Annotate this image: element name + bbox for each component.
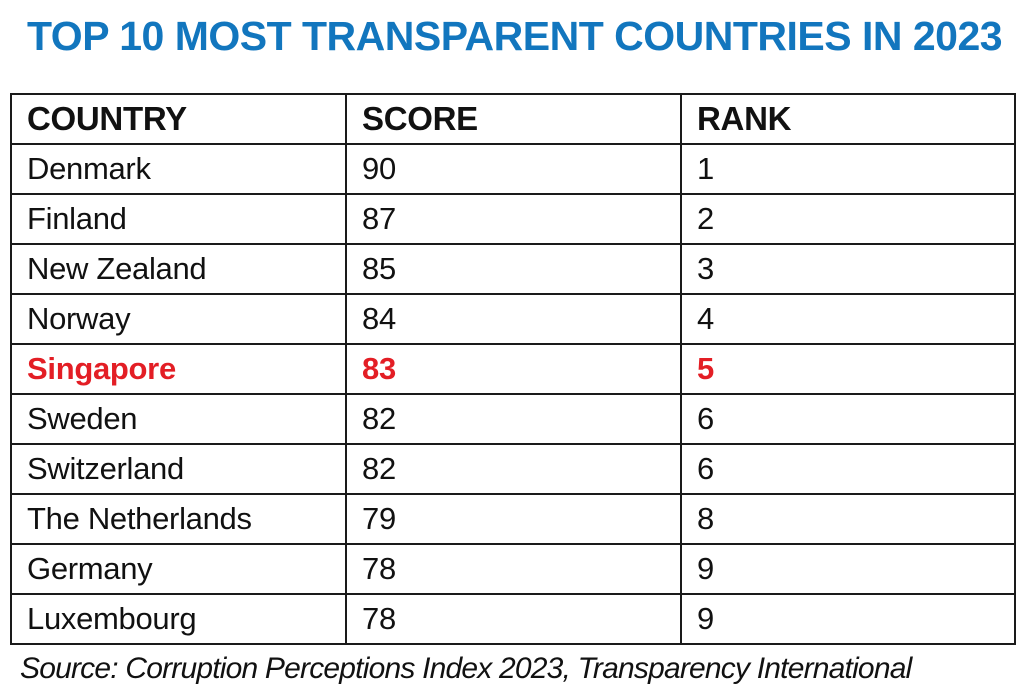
table-body: Denmark 90 1 Finland 87 2 New Zealand 85 3 Norway… <box>10 143 1016 645</box>
column-header-rank: RANK <box>680 93 1016 145</box>
cell-score: 83 <box>345 343 682 395</box>
page-title: TOP 10 MOST TRANSPARENT COUNTRIES IN 202… <box>27 13 1003 59</box>
cell-score: 84 <box>345 293 682 345</box>
cell-rank: 2 <box>680 193 1016 245</box>
cell-rank: 1 <box>680 143 1016 195</box>
table-row: Norway 84 4 <box>10 293 1016 345</box>
cell-score: 78 <box>345 543 682 595</box>
cell-rank: 5 <box>680 343 1016 395</box>
table-row: New Zealand 85 3 <box>10 243 1016 295</box>
cell-rank: 4 <box>680 293 1016 345</box>
cell-rank: 6 <box>680 393 1016 445</box>
cell-country: Singapore <box>10 343 347 395</box>
cell-score: 78 <box>345 593 682 645</box>
cell-score: 85 <box>345 243 682 295</box>
cell-country: Sweden <box>10 393 347 445</box>
table-row: Sweden 82 6 <box>10 393 1016 445</box>
cell-country: Germany <box>10 543 347 595</box>
table-header: COUNTRY SCORE RANK <box>10 93 1016 145</box>
table-row: Finland 87 2 <box>10 193 1016 245</box>
cell-score: 87 <box>345 193 682 245</box>
cell-country: Norway <box>10 293 347 345</box>
transparency-rank-table: COUNTRY SCORE RANK Denmark 90 1 Finland 87 2 N… <box>10 93 1016 645</box>
table-row: Switzerland 82 6 <box>10 443 1016 495</box>
cell-rank: 8 <box>680 493 1016 545</box>
cell-country: Finland <box>10 193 347 245</box>
table-row: Germany 78 9 <box>10 543 1016 595</box>
source-note: Source: Corruption Perceptions Index 202… <box>20 652 912 685</box>
table-row: Luxembourg 78 9 <box>10 593 1016 645</box>
infographic: TOP 10 MOST TRANSPARENT COUNTRIES IN 202… <box>0 13 1024 686</box>
table-row: Singapore 83 5 <box>10 343 1016 395</box>
table-row: The Netherlands 79 8 <box>10 493 1016 545</box>
cell-score: 90 <box>345 143 682 195</box>
cell-rank: 9 <box>680 543 1016 595</box>
cell-rank: 3 <box>680 243 1016 295</box>
cell-country: Denmark <box>10 143 347 195</box>
cell-country: The Netherlands <box>10 493 347 545</box>
table-header-row: COUNTRY SCORE RANK <box>10 93 1016 145</box>
cell-score: 79 <box>345 493 682 545</box>
table-row: Denmark 90 1 <box>10 143 1016 195</box>
cell-rank: 9 <box>680 593 1016 645</box>
cell-country: New Zealand <box>10 243 347 295</box>
cell-rank: 6 <box>680 443 1016 495</box>
column-header-score: SCORE <box>345 93 682 145</box>
column-header-country: COUNTRY <box>10 93 347 145</box>
cell-country: Switzerland <box>10 443 347 495</box>
cell-country: Luxembourg <box>10 593 347 645</box>
cell-score: 82 <box>345 393 682 445</box>
cell-score: 82 <box>345 443 682 495</box>
